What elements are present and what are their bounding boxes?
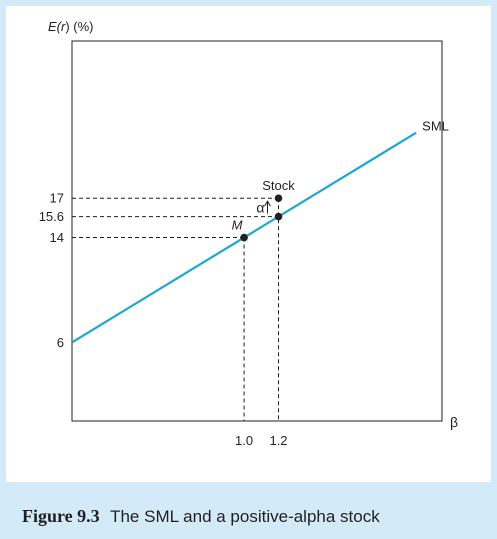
- point-label-m: M: [232, 218, 243, 233]
- data-point: [240, 233, 248, 242]
- point-label-stock: Stock: [262, 178, 295, 193]
- plot-frame: [71, 40, 443, 422]
- x-tick-label: 1.2: [269, 433, 287, 448]
- sml-chart: E(r) (%) β 6 14 15.6 17 1.0 1.2 SML M Stock α: [39, 19, 458, 448]
- y-axis-label-part: ) (%): [65, 19, 93, 34]
- sml-line-label: SML: [422, 119, 449, 134]
- alpha-label: α: [256, 199, 264, 215]
- figure-number: Figure 9.3: [22, 506, 100, 526]
- x-tick-label: 1.0: [235, 433, 253, 448]
- figure-caption-text: The SML and a positive-alpha stock: [110, 507, 380, 526]
- figure-panel: E(r) (%) β 6 14 15.6 17 1.0 1.2 SML M Stock α: [6, 6, 491, 482]
- y-tick-label: 17: [50, 191, 64, 206]
- y-axis-label-part: E(: [48, 19, 63, 34]
- y-tick-label: 6: [57, 335, 64, 350]
- figure-caption: Figure 9.3 The SML and a positive-alpha …: [22, 506, 380, 527]
- y-axis-label-part: r: [61, 19, 66, 34]
- x-axis-label: β: [450, 414, 458, 430]
- y-tick-label: 14: [50, 230, 64, 245]
- y-axis-label: E(r) (%): [48, 19, 94, 34]
- data-point: [274, 194, 283, 203]
- data-point: [274, 212, 283, 221]
- alpha-arrow-head: [264, 200, 271, 207]
- y-tick-label: 15.6: [39, 209, 64, 224]
